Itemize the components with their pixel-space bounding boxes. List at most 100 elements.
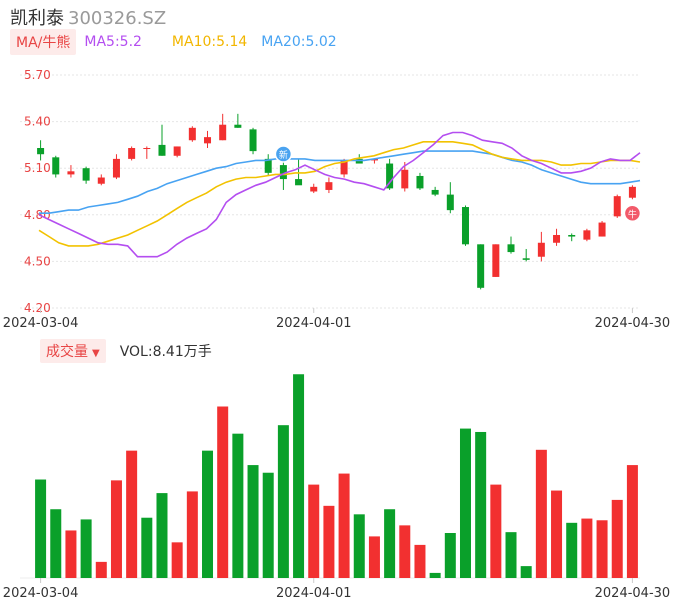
candle-body <box>295 179 303 186</box>
candle-body <box>355 158 363 164</box>
volume-bar <box>459 428 471 578</box>
crown-marker-icon: 新 <box>274 145 293 163</box>
candle-body <box>431 189 439 195</box>
candle-body <box>52 157 60 175</box>
price-tick-label: 5.70 <box>24 68 51 82</box>
ma-indicator-button[interactable]: MA/牛熊 <box>10 29 77 55</box>
volume-bar <box>566 522 578 578</box>
date-tick-label: 2024-03-04 <box>3 586 79 601</box>
stock-code: 300326.SZ <box>68 8 167 29</box>
volume-bar <box>262 472 274 578</box>
candle-body <box>537 242 545 257</box>
volume-bar <box>505 532 517 578</box>
volume-bar <box>353 514 365 578</box>
candle-body <box>82 168 90 181</box>
candle-body <box>204 137 212 144</box>
stock-name: 凯利泰 <box>10 8 64 29</box>
ma20-line <box>39 150 641 214</box>
candle-body <box>370 158 378 161</box>
volume-bar <box>535 449 547 578</box>
volume-bar <box>475 431 487 578</box>
candle-body <box>112 158 120 178</box>
volume-bar <box>65 530 77 578</box>
ma-legend: MA/牛熊 MA5:5.2 MA10:5.14 MA20:5.02 <box>10 29 337 55</box>
date-tick-label: 2024-04-30 <box>595 586 671 601</box>
date-tick-label: 2024-03-04 <box>3 316 79 331</box>
candle-body <box>188 127 196 141</box>
price-tick-label: 4.80 <box>24 208 51 222</box>
volume-indicator-label: 成交量 <box>46 344 88 360</box>
volume-bar <box>171 542 183 578</box>
caret-down-icon: ▼ <box>92 348 100 359</box>
volume-bar <box>399 525 411 578</box>
date-tick-label: 2024-04-01 <box>276 316 352 331</box>
candle-body <box>97 177 105 184</box>
volume-bar <box>596 520 608 578</box>
candle-body <box>158 144 166 156</box>
volume-bar <box>338 473 350 578</box>
volume-bar <box>126 450 138 578</box>
volume-bar <box>308 484 320 578</box>
ma10-legend: MA10:5.14 <box>171 34 248 50</box>
candle-body <box>173 146 181 156</box>
volume-bar <box>611 499 623 578</box>
marker-label: 新 <box>279 149 288 161</box>
volume-bar <box>551 490 563 578</box>
candle-body <box>310 186 318 192</box>
volume-bar <box>520 566 532 578</box>
candle-body <box>477 244 485 288</box>
volume-bar <box>414 544 426 578</box>
volume-bar <box>35 479 47 578</box>
ma20-legend: MA20:5.02 <box>261 34 337 50</box>
candle-body <box>279 165 287 180</box>
marker-label: 牛 <box>628 208 637 220</box>
price-tick-label: 4.50 <box>24 254 51 268</box>
candle-body <box>401 169 409 189</box>
date-tick-label: 2024-04-30 <box>595 316 671 331</box>
volume-bar <box>626 465 638 578</box>
candle-body <box>628 186 636 198</box>
date-tick-label: 2024-04-01 <box>276 586 352 601</box>
candle-body <box>583 230 591 240</box>
stock-title: 凯利泰 300326.SZ <box>10 4 166 30</box>
volume-bar <box>95 561 107 578</box>
candle-body <box>492 244 500 277</box>
volume-indicator-button[interactable]: 成交量 ▼ <box>40 339 106 363</box>
volume-legend: 成交量 ▼ VOL:8.41万手 <box>40 339 212 363</box>
volume-bar <box>232 433 244 578</box>
volume-bar <box>323 505 335 578</box>
candle-body <box>522 258 530 260</box>
volume-bar <box>156 493 168 578</box>
candle-body <box>128 148 136 159</box>
volume-bar <box>368 536 380 578</box>
volume-bar <box>186 491 198 578</box>
candle-body <box>507 244 515 253</box>
price-tick-label: 5.10 <box>24 161 51 175</box>
candle-body <box>219 124 227 141</box>
candle-body <box>340 160 348 175</box>
candle-body <box>598 222 606 237</box>
candle-body <box>613 196 621 217</box>
marker-circle <box>274 145 293 163</box>
price-tick-label: 4.20 <box>24 301 51 315</box>
candle-body <box>325 182 333 190</box>
volume-bar <box>141 517 153 578</box>
volume-bar <box>217 406 229 578</box>
price-tick-label: 5.40 <box>24 115 51 129</box>
ma5-legend: MA5:5.2 <box>84 34 142 50</box>
volume-bar <box>247 465 259 578</box>
volume-bar <box>384 509 396 578</box>
ma10-line <box>38 141 641 247</box>
candle-body <box>553 234 561 243</box>
candle-body <box>416 175 424 189</box>
bull-marker-icon: 牛 <box>623 204 642 223</box>
candle-body <box>234 124 242 128</box>
marker-circle <box>623 204 642 223</box>
candle-body <box>249 129 257 152</box>
candle-body <box>461 207 469 245</box>
volume-bar <box>490 484 502 578</box>
volume-bar <box>202 450 214 578</box>
candle-body <box>568 234 576 237</box>
volume-bar <box>293 374 305 578</box>
